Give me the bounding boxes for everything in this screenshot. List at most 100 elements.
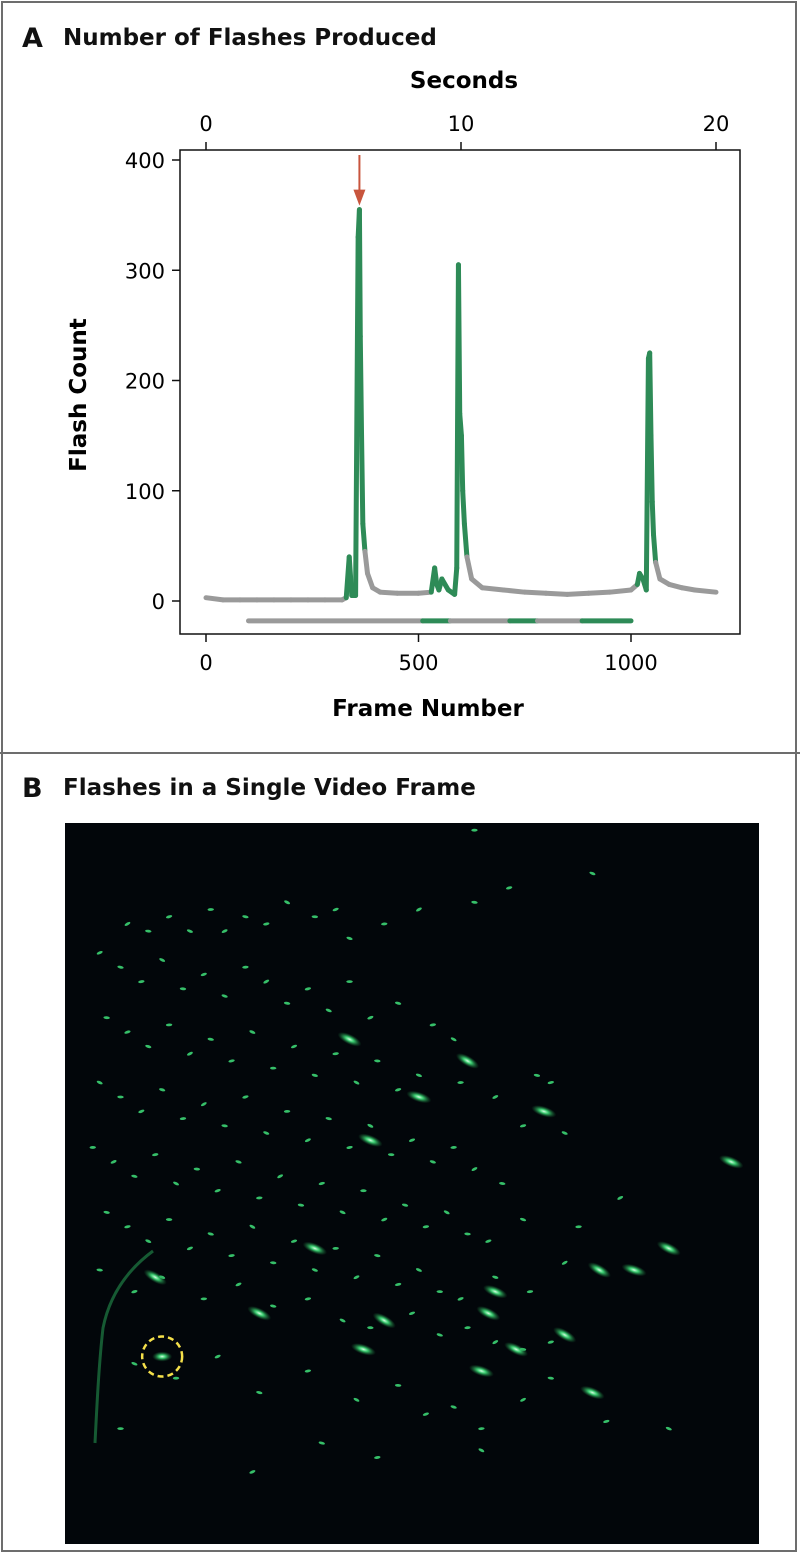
flash-dot — [159, 1088, 166, 1092]
flash-dot — [547, 1376, 554, 1380]
active-segment — [649, 499, 657, 538]
flash-dot — [186, 929, 193, 933]
bright-flash — [531, 1105, 557, 1118]
flash-dot — [270, 1261, 277, 1265]
flash-dot — [263, 1131, 270, 1135]
active-segment — [457, 411, 464, 439]
flash-dot — [311, 1268, 318, 1272]
top-axis-label: Seconds — [410, 68, 518, 94]
flash-dot — [492, 1275, 499, 1279]
flash-dot — [207, 908, 214, 911]
panel-a-letter: A — [22, 23, 43, 54]
flash-dot — [311, 1073, 318, 1077]
flash-dot — [395, 1088, 402, 1092]
flash-dot — [485, 1239, 492, 1243]
panel-a-title: Number of Flashes Produced — [63, 25, 437, 51]
bright-flash — [580, 1385, 605, 1400]
flash-dot — [172, 1376, 180, 1380]
flash-dot — [186, 1246, 193, 1251]
flash-dot — [242, 965, 249, 969]
inactive-segment — [464, 554, 475, 582]
bright-flash — [476, 1306, 501, 1321]
flash-dot — [450, 1146, 457, 1149]
flash-dot — [291, 1044, 298, 1049]
flash-dot — [416, 907, 422, 912]
bright-flash — [143, 1269, 167, 1286]
flash-dot — [422, 1225, 430, 1229]
top-tick-label: 20 — [703, 112, 730, 136]
flash-dot — [124, 1225, 131, 1229]
flash-dot — [311, 915, 319, 919]
active-segment — [346, 554, 355, 598]
flash-dot — [117, 1427, 124, 1431]
flash-dot — [575, 1225, 582, 1229]
bright-flash — [719, 1155, 744, 1169]
flash-dot — [145, 1044, 152, 1049]
highlighted-flash — [140, 1335, 184, 1378]
video-frame-image — [65, 823, 759, 1544]
flash-dot — [429, 1160, 436, 1164]
flash-dot — [547, 1340, 554, 1344]
flash-dot — [346, 936, 353, 940]
flash-dot — [401, 1203, 409, 1207]
flash-dot — [547, 1081, 554, 1085]
inactive-segment — [692, 587, 719, 595]
flash-dot — [387, 1153, 395, 1157]
flash-dot — [186, 1051, 193, 1056]
flash-dot — [145, 929, 152, 933]
flash-dot — [103, 1210, 110, 1214]
x-tick-label: 0 — [199, 651, 212, 675]
y-tick-label: 100 — [125, 480, 165, 504]
flash-dot — [374, 1456, 381, 1459]
flash-dot — [221, 1124, 228, 1128]
flash-dot — [617, 1196, 624, 1200]
flash-dot — [339, 1210, 346, 1215]
inactive-segment — [543, 590, 570, 597]
flash-dot — [200, 1102, 207, 1107]
bright-flash — [455, 1053, 480, 1069]
flash-dot — [471, 900, 478, 904]
flash-dot — [436, 1333, 443, 1337]
flash-dot — [297, 1203, 305, 1207]
flash-dot — [478, 1427, 485, 1431]
bright-flash — [302, 1241, 328, 1256]
bright-flash — [621, 1263, 647, 1277]
active-segment — [357, 333, 365, 439]
flash-dot — [450, 1405, 457, 1409]
flash-dot — [415, 1073, 422, 1078]
bright-flash — [504, 1342, 528, 1357]
flash-dot — [235, 1160, 242, 1164]
panel-b-letter: B — [22, 773, 43, 804]
flash-dot — [665, 1426, 672, 1431]
flash-dot — [290, 1239, 298, 1243]
flash-dot — [304, 1138, 311, 1143]
active-segment — [648, 433, 655, 505]
flash-dot — [360, 1189, 367, 1193]
flash-dot — [561, 1131, 568, 1135]
flash-dot — [471, 828, 478, 832]
flash-dot — [138, 1109, 145, 1114]
flash-dot — [506, 886, 513, 890]
flash-dot — [353, 1397, 360, 1402]
active-segment — [461, 521, 470, 560]
flash-dot — [325, 1008, 332, 1013]
flash-dot — [131, 1174, 138, 1178]
flash-dot — [408, 1138, 416, 1142]
firefly-trail — [93, 1249, 154, 1444]
flash-dot — [221, 929, 228, 934]
flash-dot — [96, 950, 103, 955]
flash-dot — [256, 1196, 263, 1200]
flash-dot — [124, 1030, 131, 1034]
flash-dot — [457, 1297, 464, 1301]
flash-dot — [96, 1268, 103, 1272]
inactive-segment — [607, 587, 634, 595]
active-segment — [356, 207, 363, 339]
bright-flash — [350, 1343, 376, 1356]
active-segment — [452, 565, 460, 597]
panel-divider — [0, 752, 800, 754]
active-segment — [455, 262, 463, 417]
flash-dot — [589, 871, 596, 876]
flash-dot — [422, 1412, 429, 1416]
flash-dot — [519, 1124, 527, 1128]
